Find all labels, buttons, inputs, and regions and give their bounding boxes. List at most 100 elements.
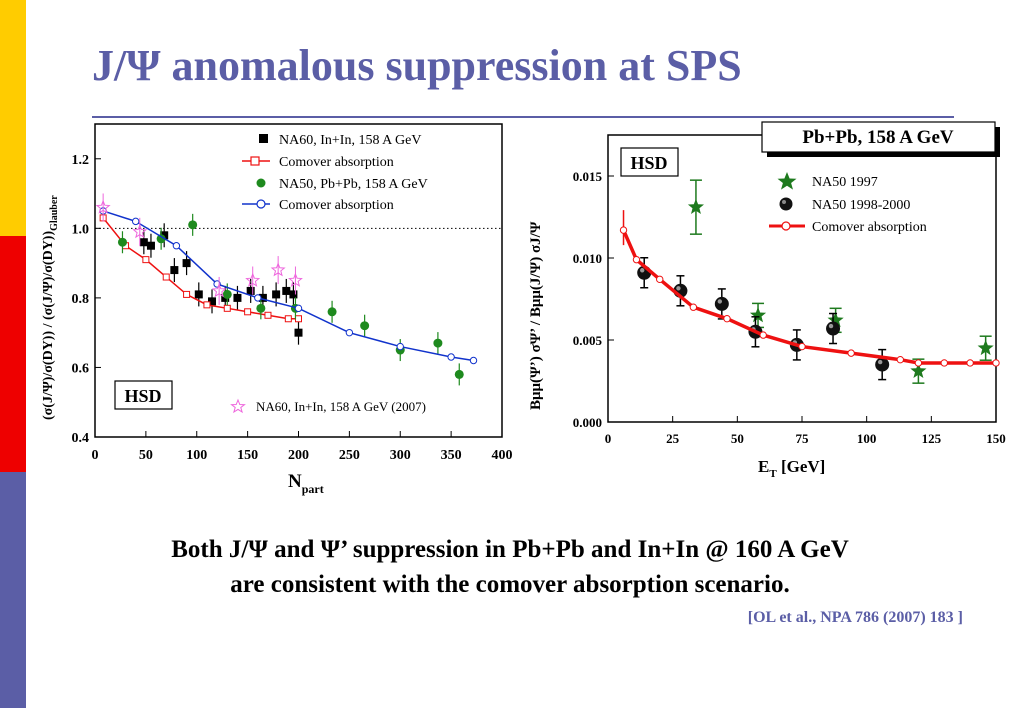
- left-hsd-badge-box: [114, 380, 173, 410]
- data-point-highlight: [751, 327, 756, 332]
- data-point: [289, 290, 298, 299]
- legend-label-na50-1997: NA50 1997: [812, 175, 878, 190]
- series-line-1: [102, 217, 299, 320]
- x-tick-label: 100: [186, 448, 207, 463]
- data-point: [759, 331, 767, 339]
- legend-marker-comover-red: [250, 156, 260, 166]
- data-point: [689, 303, 698, 311]
- data-point-highlight: [792, 340, 798, 345]
- data-point: [395, 345, 405, 355]
- strip-yellow: [0, 0, 26, 236]
- x-tick-label: 50: [139, 448, 153, 463]
- data-point: [95, 199, 111, 214]
- right-plot-frame: [607, 134, 997, 423]
- data-point: [233, 293, 242, 302]
- legend-label-2007: NA60, In+In, 158 A GeV (2007): [256, 399, 426, 414]
- data-point: [940, 359, 948, 367]
- data-point: [687, 198, 704, 214]
- data-point: [433, 338, 443, 348]
- y-tick-label: 0.4: [72, 431, 90, 446]
- data-point: [327, 307, 337, 317]
- x-tick-label: 400: [492, 448, 513, 463]
- right-title: Pb+Pb, 158 A GeV: [802, 127, 954, 148]
- left-hsd-badge: HSD: [124, 386, 161, 406]
- series-line-3: [102, 210, 474, 362]
- legend-marker-comover-blue: [256, 199, 266, 209]
- data-point: [875, 357, 890, 372]
- data-point-highlight: [828, 323, 834, 329]
- legend-label-comover-right: Comover absorption: [812, 220, 927, 235]
- data-point: [295, 315, 302, 323]
- data-point: [162, 273, 170, 281]
- data-point: [156, 234, 166, 244]
- data-point: [469, 356, 478, 365]
- right-ylabel: Bμμ(Ψ’) σΨ’ / Bμμ(J/Ψ) σJ/Ψ: [528, 221, 544, 410]
- data-point: [122, 242, 130, 250]
- data-point: [290, 303, 300, 313]
- data-point: [294, 304, 303, 313]
- legend-label-na50-1998: NA50 1998-2000: [812, 198, 910, 213]
- data-point: [99, 214, 107, 222]
- left-legend: NA60, In+In, 158 A GeV Comover absorptio…: [230, 133, 428, 414]
- data-point: [99, 207, 107, 215]
- legend-label-comover-red: Comover absorption: [279, 155, 394, 170]
- data-point: [826, 321, 841, 336]
- data-point-highlight: [717, 299, 723, 304]
- data-point-highlight: [676, 286, 681, 291]
- data-point: [246, 286, 255, 295]
- data-point: [714, 296, 729, 311]
- x-tick-label: 100: [857, 431, 877, 446]
- y-tick-label: 1.0: [72, 222, 90, 237]
- data-point: [977, 339, 994, 356]
- data-point: [749, 306, 767, 323]
- data-point: [221, 293, 230, 302]
- data-point: [172, 242, 181, 250]
- caption-line-2: are consistent with the comover absorpti…: [230, 571, 790, 598]
- x-tick-label: 150: [986, 431, 1006, 446]
- series-line-2: [621, 229, 996, 365]
- data-point: [294, 328, 303, 337]
- data-point: [256, 303, 266, 313]
- data-point: [723, 314, 731, 323]
- data-point: [182, 259, 191, 268]
- data-point: [211, 283, 227, 298]
- data-point-highlight: [877, 359, 883, 365]
- data-point: [789, 337, 804, 352]
- right-title-box: [761, 121, 996, 153]
- right-hsd-badge: HSD: [630, 153, 667, 173]
- data-point: [139, 238, 148, 247]
- title-rule: [92, 116, 954, 118]
- data-point: [183, 290, 191, 298]
- legend-marker-na50-1998: [779, 197, 793, 211]
- right-hsd-badge-box: [620, 147, 679, 177]
- data-point: [203, 301, 211, 309]
- data-point: [966, 359, 974, 367]
- slide-caption: Both J/Ψ and Ψ’ suppression in Pb+Pb and…: [60, 532, 960, 602]
- data-point: [222, 289, 232, 299]
- data-point: [673, 283, 688, 298]
- data-point: [637, 265, 652, 280]
- right-xlabel: ET [GeV]: [758, 457, 825, 480]
- data-point: [454, 369, 464, 379]
- data-point: [360, 321, 370, 331]
- y-tick-label: 1.2: [72, 153, 90, 168]
- y-tick-label: 0.005: [573, 333, 603, 348]
- right-title-shadow: [767, 127, 1000, 157]
- x-tick-label: 200: [288, 448, 309, 463]
- strip-blue: [0, 472, 26, 708]
- data-point: [396, 342, 404, 351]
- data-point: [132, 217, 140, 226]
- right-legend: NA50 1997 NA50 1998-2000 Comover absorpt…: [769, 172, 927, 235]
- left-ylabel: (σ(J/Ψ)/σ(DY)) / (σ(J/Ψ)/σ(DY))Glauber: [41, 195, 60, 420]
- left-xlabel: Npart: [288, 471, 324, 496]
- data-point: [194, 290, 203, 299]
- legend-marker-na60: [259, 134, 268, 143]
- reference-text: [OL et al., NPA 786 (2007) 183 ]: [747, 609, 963, 626]
- legend-label-na50: NA50, Pb+Pb, 158 A GeV: [279, 177, 428, 192]
- data-point-highlight: [640, 268, 645, 273]
- x-tick-label: 75: [796, 431, 810, 446]
- data-point: [914, 359, 923, 367]
- data-point: [117, 237, 127, 247]
- data-point: [282, 286, 291, 295]
- x-tick-label: 150: [237, 448, 258, 463]
